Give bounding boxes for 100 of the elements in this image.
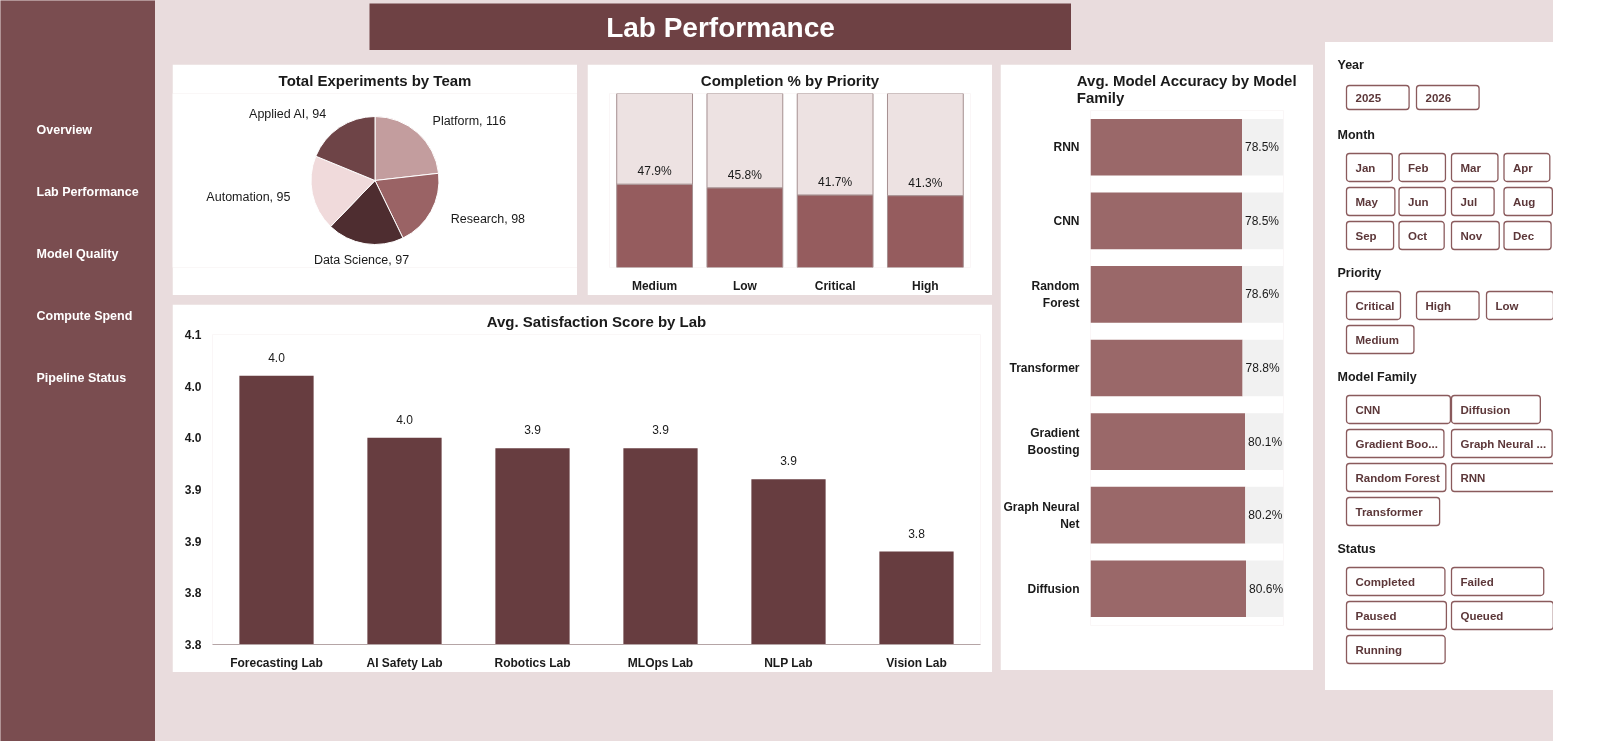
data-label: 80.2% xyxy=(1248,508,1283,523)
text: 2025 xyxy=(1355,91,1382,104)
data-label: Research, 98 xyxy=(450,212,526,227)
data-label: 3.9 xyxy=(524,423,542,438)
data-label: 45.8% xyxy=(727,167,763,182)
data-label: 3.9 xyxy=(652,423,670,438)
text: Mar xyxy=(1460,161,1482,174)
data-label: 4.0 xyxy=(396,412,414,427)
data-label: Data Science, 97 xyxy=(313,252,410,267)
bar xyxy=(1242,118,1284,176)
text: Compute Spend xyxy=(36,308,133,323)
x-tick-label: AI Safety Lab xyxy=(366,655,443,670)
text: Completed xyxy=(1355,575,1415,588)
y-tick-label: Transformer xyxy=(1009,361,1080,375)
bar xyxy=(1090,118,1243,176)
data-label: Applied AI, 94 xyxy=(249,107,327,122)
x-tick-label: MLOps Lab xyxy=(627,655,694,670)
text: Oct xyxy=(1408,229,1428,242)
bar xyxy=(1090,339,1243,397)
data-label: 78.5% xyxy=(1245,213,1280,228)
text: CNN xyxy=(1355,403,1381,416)
text: Queued xyxy=(1460,609,1504,622)
data-label: 3.8 xyxy=(908,526,926,541)
chart-title: Avg. Model Accuracy by Model Family xyxy=(1076,71,1297,106)
y-tick-label: 4.1 xyxy=(184,328,202,342)
y-tick-label: 3.8 xyxy=(184,638,202,652)
bar xyxy=(1245,413,1284,470)
data-label: 3.9 xyxy=(780,454,798,469)
text: May xyxy=(1355,195,1379,208)
x-tick-label: High xyxy=(912,278,939,293)
y-tick-label: 3.8 xyxy=(184,586,202,601)
text: Low xyxy=(1495,299,1519,312)
y-tick-label: 3.9 xyxy=(184,534,202,549)
bar xyxy=(1246,560,1284,618)
data-label: 41.3% xyxy=(908,175,943,190)
text: Sep xyxy=(1355,229,1377,242)
x-tick-label: Robotics Lab xyxy=(494,655,571,670)
text: Overview xyxy=(36,122,93,137)
text: Apr xyxy=(1513,161,1534,174)
text: Lab Performance xyxy=(36,184,139,199)
y-tick-label: Gradient Boosting xyxy=(1027,426,1080,457)
x-tick-label: Forecasting Lab xyxy=(230,655,323,670)
y-tick-label: Random Forest xyxy=(1031,279,1080,310)
data-label: 78.6% xyxy=(1245,287,1280,302)
bar xyxy=(1090,192,1243,250)
x-tick-label: Critical xyxy=(814,278,856,293)
text: Running xyxy=(1355,643,1403,656)
bar xyxy=(1242,266,1284,323)
y-tick-label: 4.0 xyxy=(184,431,202,446)
data-label: 80.1% xyxy=(1248,434,1283,449)
text: Transformer xyxy=(1355,505,1424,518)
text: Random Forest xyxy=(1355,471,1441,484)
text: Feb xyxy=(1408,161,1429,174)
text: Status xyxy=(1337,541,1376,556)
bar xyxy=(1090,560,1247,618)
text: Aug xyxy=(1513,195,1536,208)
bar xyxy=(1090,486,1246,544)
bar xyxy=(1242,192,1284,250)
x-tick-label: Medium xyxy=(631,278,678,293)
x-tick-label: NLP Lab xyxy=(764,655,813,670)
data-label: 78.5% xyxy=(1245,140,1280,155)
text: Lab Performance xyxy=(606,11,835,43)
text: Priority xyxy=(1337,265,1382,280)
y-tick-label: Graph Neural Net xyxy=(1003,499,1080,531)
text: Graph Neural ... xyxy=(1460,437,1547,450)
y-tick-label: CNN xyxy=(1053,213,1080,228)
text: Critical xyxy=(1355,299,1395,312)
chart-title: Avg. Satisfaction Score by Lab xyxy=(486,312,707,330)
data-label: 41.7% xyxy=(818,174,853,189)
text: Diffusion xyxy=(1460,403,1511,416)
text: High xyxy=(1425,299,1452,312)
text: Paused xyxy=(1355,609,1397,622)
text: Jun xyxy=(1408,195,1429,208)
text: 2026 xyxy=(1425,91,1452,104)
y-tick-label: 3.9 xyxy=(184,483,202,497)
text: Jul xyxy=(1460,195,1478,208)
y-tick-label: RNN xyxy=(1053,140,1080,155)
chart-title: Completion % by Priority xyxy=(700,71,880,89)
text: Pipeline Status xyxy=(36,370,127,385)
bar xyxy=(1090,413,1246,470)
text: Nov xyxy=(1460,229,1483,242)
data-label: 4.0 xyxy=(268,350,286,365)
data-label: 80.6% xyxy=(1249,581,1284,596)
bar xyxy=(1090,266,1243,323)
text: Failed xyxy=(1460,575,1494,588)
y-tick-label: 4.0 xyxy=(184,379,202,394)
data-label: Automation, 95 xyxy=(206,189,291,204)
text: Medium xyxy=(1355,333,1399,346)
text: Model Quality xyxy=(36,246,119,261)
data-label: 47.9% xyxy=(637,164,672,179)
text: Year xyxy=(1337,57,1365,72)
text: RNN xyxy=(1460,471,1486,484)
y-tick-label: Diffusion xyxy=(1027,581,1080,596)
x-tick-label: Low xyxy=(732,278,758,293)
text: Model Family xyxy=(1337,369,1417,384)
text: Dec xyxy=(1513,229,1535,242)
data-label: Platform, 116 xyxy=(432,113,506,128)
text: Gradient Boo... xyxy=(1355,437,1438,450)
text: Month xyxy=(1337,127,1375,142)
chart-title: Total Experiments by Team xyxy=(278,71,472,89)
